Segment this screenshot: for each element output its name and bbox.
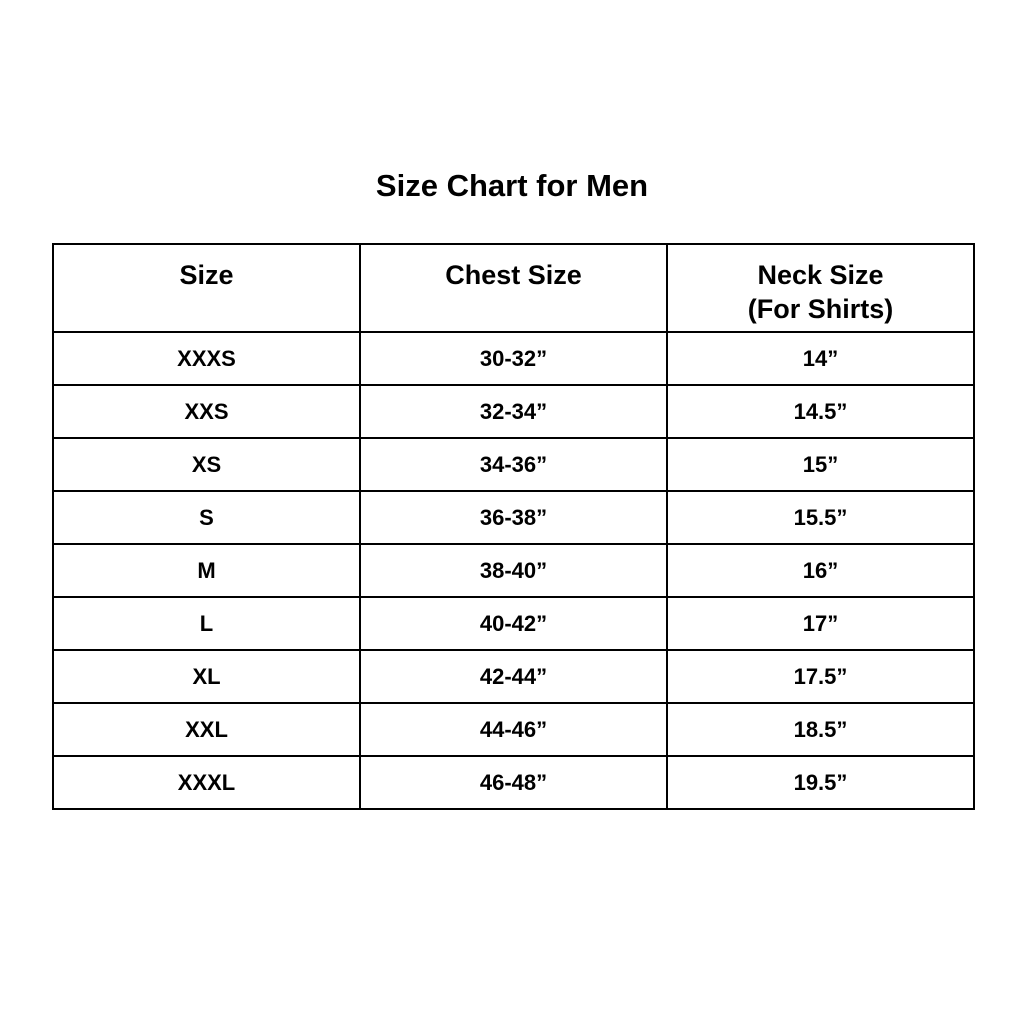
table-row: M 38-40” 16” <box>52 543 975 598</box>
cell-neck: 17” <box>666 596 975 651</box>
cell-size: XL <box>52 649 361 704</box>
cell-chest: 36-38” <box>359 490 668 545</box>
table-row: S 36-38” 15.5” <box>52 490 975 545</box>
header-size: Size <box>52 243 361 333</box>
cell-chest: 34-36” <box>359 437 668 492</box>
cell-neck: 15.5” <box>666 490 975 545</box>
cell-chest: 30-32” <box>359 331 668 386</box>
cell-neck: 18.5” <box>666 702 975 757</box>
table-row: XXXS 30-32” 14” <box>52 331 975 386</box>
cell-size: L <box>52 596 361 651</box>
size-chart-table: Size Chest Size Neck Size (For Shirts) X… <box>52 243 975 810</box>
cell-neck: 19.5” <box>666 755 975 810</box>
cell-neck: 14.5” <box>666 384 975 439</box>
table-row: L 40-42” 17” <box>52 596 975 651</box>
header-chest-label: Chest Size <box>445 260 582 290</box>
cell-neck: 17.5” <box>666 649 975 704</box>
cell-size: S <box>52 490 361 545</box>
cell-size: M <box>52 543 361 598</box>
cell-chest: 46-48” <box>359 755 668 810</box>
cell-size: XXS <box>52 384 361 439</box>
cell-size: XXXL <box>52 755 361 810</box>
cell-size: XS <box>52 437 361 492</box>
cell-chest: 42-44” <box>359 649 668 704</box>
header-neck: Neck Size (For Shirts) <box>666 243 975 333</box>
header-neck-label: Neck Size <box>757 260 884 290</box>
cell-size: XXL <box>52 702 361 757</box>
cell-size: XXXS <box>52 331 361 386</box>
header-chest: Chest Size <box>359 243 668 333</box>
cell-neck: 16” <box>666 543 975 598</box>
table-row: XXXL 46-48” 19.5” <box>52 755 975 810</box>
header-row: Size Chest Size Neck Size (For Shirts) <box>52 243 975 333</box>
table-row: XXS 32-34” 14.5” <box>52 384 975 439</box>
cell-chest: 32-34” <box>359 384 668 439</box>
cell-chest: 38-40” <box>359 543 668 598</box>
cell-chest: 40-42” <box>359 596 668 651</box>
cell-neck: 14” <box>666 331 975 386</box>
header-size-label: Size <box>179 260 234 290</box>
cell-chest: 44-46” <box>359 702 668 757</box>
page-title: Size Chart for Men <box>375 168 649 203</box>
table-row: XL 42-44” 17.5” <box>52 649 975 704</box>
table-row: XXL 44-46” 18.5” <box>52 702 975 757</box>
header-neck-sublabel: (For Shirts) <box>747 294 894 324</box>
table-row: XS 34-36” 15” <box>52 437 975 492</box>
cell-neck: 15” <box>666 437 975 492</box>
